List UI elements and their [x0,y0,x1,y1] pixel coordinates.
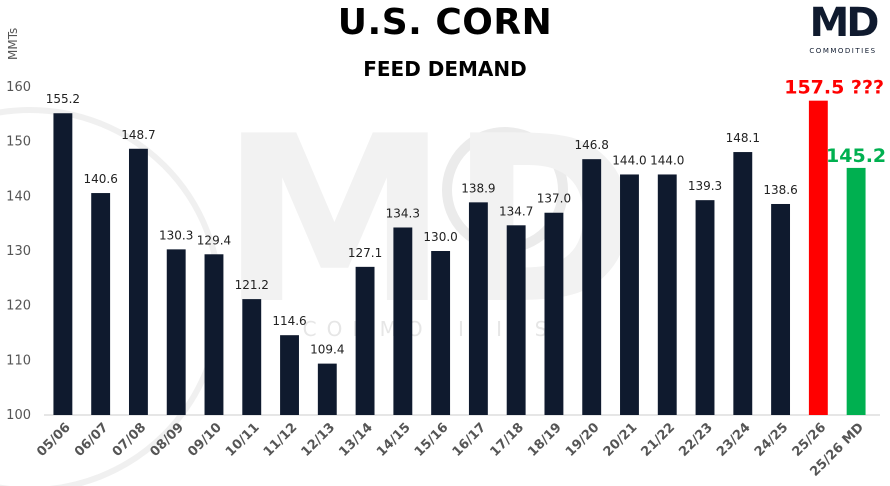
watermark-letters: MD [220,88,640,355]
y-tick-label: 110 [6,353,31,368]
logo-subtext: COMMODITIES [809,47,877,55]
bar-05-06 [53,113,73,416]
x-tick-label: 17/18 [487,420,527,460]
bar-08-09 [166,249,186,415]
data-label: 148.1 [726,131,760,145]
y-axis-ticks: 100 110 120 130 140 150 160 [6,80,31,423]
watermark: MD COMMODITIES [0,88,640,486]
bar-12-13 [317,363,337,415]
bar-22-23 [695,200,715,415]
bar-25-26 [808,100,828,416]
y-tick-label: 100 [6,408,31,423]
data-label: 121.2 [235,278,269,292]
bar-14-15 [393,227,413,415]
y-axis-label: MMTs [6,28,20,60]
data-label: 127.1 [348,246,382,260]
md-logo: MD COMMODITIES [802,0,884,58]
data-label: 130.3 [159,228,193,242]
x-tick-label: 11/12 [261,420,301,460]
data-label: 134.7 [499,204,533,218]
bar-21-22 [657,174,677,415]
x-tick-label: 24/25 [752,420,792,460]
x-tick-label: 06/07 [72,420,112,460]
x-tick-label: 19/20 [563,420,603,460]
x-tick-label: 13/14 [336,420,376,460]
x-tick-label: 15/16 [412,420,452,460]
bar-19-20 [582,159,602,415]
x-axis-ticks: 05/0606/0707/0808/0909/1010/1111/1212/13… [34,420,867,480]
bar-20-21 [620,174,639,415]
data-label: 134.3 [386,206,420,220]
data-label: 157.5 ??? [784,77,884,99]
x-tick-label: 21/22 [639,420,679,460]
y-tick-label: 160 [6,80,31,95]
bar-15-16 [431,251,451,415]
bars [53,100,866,416]
bar-09-10 [204,254,224,415]
x-tick-label: 22/23 [676,420,716,460]
x-tick-label: 23/24 [714,420,754,460]
x-tick-label: 09/10 [185,420,225,460]
y-tick-label: 150 [6,135,31,150]
data-label: 146.8 [575,138,609,152]
data-label: 140.6 [83,172,117,186]
data-label: 137.0 [537,192,571,206]
bar-17-18 [506,225,526,415]
bar-16-17 [468,202,488,415]
data-labels: 155.2 140.6 148.7 130.3 129.4 121.2 114.6 109.4… [46,77,886,357]
data-label: 129.4 [197,233,231,247]
data-label: 145.2 [826,145,886,167]
x-tick-label: 12/13 [299,420,339,460]
bar-25-26-md [846,167,866,415]
data-label: 138.9 [461,181,495,195]
data-label: 139.3 [688,179,722,193]
x-tick-label: 16/17 [450,420,490,460]
x-tick-label: 14/15 [374,420,414,460]
bar-07-08 [128,148,148,416]
watermark-globe-right [442,127,568,253]
bar-06-07 [91,193,111,415]
x-tick-label: 18/19 [525,420,565,460]
bar-24-25 [771,203,791,415]
x-tick-label: 05/06 [34,420,74,460]
x-tick-label: 10/11 [223,420,263,460]
data-label: 144.0 [650,153,684,167]
chart-title: U.S. CORN [337,2,553,43]
x-tick-label: 20/21 [601,420,641,460]
x-tick-label: 08/09 [147,420,187,460]
data-label: 144.0 [612,153,646,167]
data-label: 109.4 [310,343,344,357]
data-label: 130.0 [423,230,457,244]
chart-subtitle: FEED DEMAND [363,57,527,81]
y-tick-label: 130 [6,244,31,259]
bar-18-19 [544,212,564,415]
watermark-text: COMMODITIES [303,317,558,341]
data-label: 138.6 [763,183,797,197]
bar-11-12 [280,335,299,415]
y-tick-label: 120 [6,299,31,314]
y-tick-label: 140 [6,189,31,204]
data-label: 148.7 [121,128,155,142]
bar-13-14 [355,266,375,415]
bar-23-24 [733,152,753,415]
bar-10-11 [242,299,262,415]
data-label: 155.2 [46,92,80,106]
data-label: 114.6 [272,314,306,328]
logo-letters: MD [809,0,879,46]
